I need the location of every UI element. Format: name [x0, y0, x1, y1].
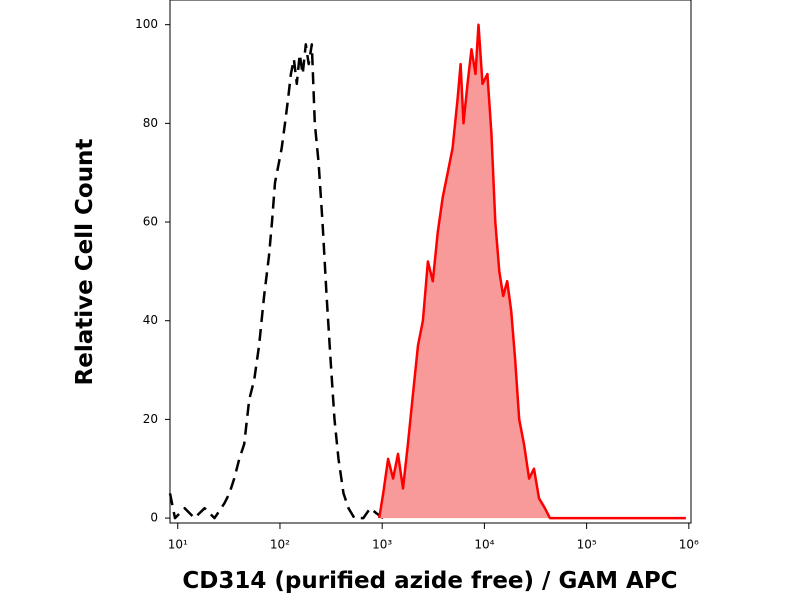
y-axis-title: Relative Cell Count — [72, 139, 98, 386]
y-tick-label: 0 — [150, 511, 158, 525]
plot-frame — [169, 0, 692, 524]
histogram-line — [377, 23, 686, 520]
y-tick-label: 40 — [143, 313, 158, 327]
x-tick-label: 10⁶ — [679, 538, 699, 552]
x-tick-label: 10² — [270, 538, 290, 552]
y-tick-label: 60 — [143, 215, 158, 229]
y-tick-label: 80 — [143, 116, 158, 130]
y-tick-label: 100 — [135, 17, 158, 31]
x-tick-label: 10⁵ — [577, 538, 597, 552]
x-tick-label: 10¹ — [168, 538, 188, 552]
y-tick-label: 20 — [143, 412, 158, 426]
histogram-line — [168, 43, 384, 520]
x-tick-label: 10³ — [372, 538, 392, 552]
x-tick-label: 10⁴ — [474, 538, 494, 552]
area — [379, 24, 686, 519]
x-axis-title: CD314 (purified azide free) / GAM APC — [182, 568, 677, 594]
